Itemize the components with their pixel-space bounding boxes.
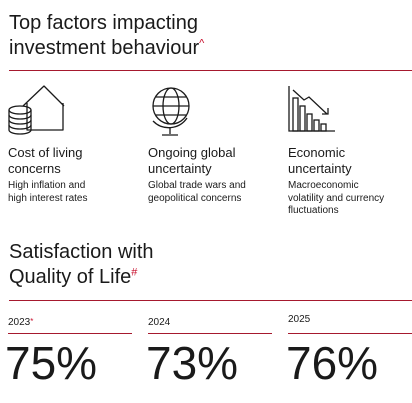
factor-global-uncertainty: Ongoing global uncertainty Global trade … (148, 145, 283, 205)
factor-cost-of-living: Cost of living concerns High inflation a… (8, 145, 138, 205)
satisfaction-title: Satisfaction with Quality of Life# (9, 240, 154, 290)
factors-title: Top factors impacting investment behavio… (9, 11, 204, 61)
year-2023-mark: * (30, 317, 34, 326)
year-2025-label: 2025 (288, 314, 311, 325)
factors-divider (9, 70, 412, 71)
factor-description: High inflation and high interest rates (8, 180, 88, 204)
factor-title: Cost of living concerns (8, 145, 83, 176)
house-coins-icon (8, 85, 65, 135)
factor-title: Economic uncertainty (288, 145, 352, 176)
globe-icon (152, 87, 190, 136)
factor-description: Global trade wars and geopolitical conce… (148, 180, 246, 204)
factors-title-line2: investment behaviour (9, 37, 200, 59)
factors-title-mark: ^ (199, 37, 205, 50)
year-2024-value: 73% (146, 337, 239, 389)
year-2023-rule (8, 333, 132, 334)
satisfaction-divider (9, 300, 412, 301)
year-2023-label: 2023* (8, 317, 34, 328)
factor-economic-uncertainty: Economic uncertainty Macroeconomic volat… (288, 145, 412, 218)
year-2025-value: 76% (286, 337, 379, 389)
year-2023-value: 75% (5, 337, 98, 389)
year-2024-label: 2024 (148, 317, 171, 328)
factors-title-line1: Top factors impacting (9, 12, 198, 34)
factor-title: Ongoing global uncertainty (148, 145, 236, 176)
declining-chart-icon (288, 86, 335, 132)
year-2024-rule (148, 333, 272, 334)
satisfaction-title-mark: # (131, 266, 138, 279)
year-2025-rule (288, 333, 412, 334)
satisfaction-title-line2: Quality of Life (9, 266, 132, 288)
factor-description: Macroeconomic volatility and currency fl… (288, 180, 385, 216)
satisfaction-title-line1: Satisfaction with (9, 241, 154, 263)
